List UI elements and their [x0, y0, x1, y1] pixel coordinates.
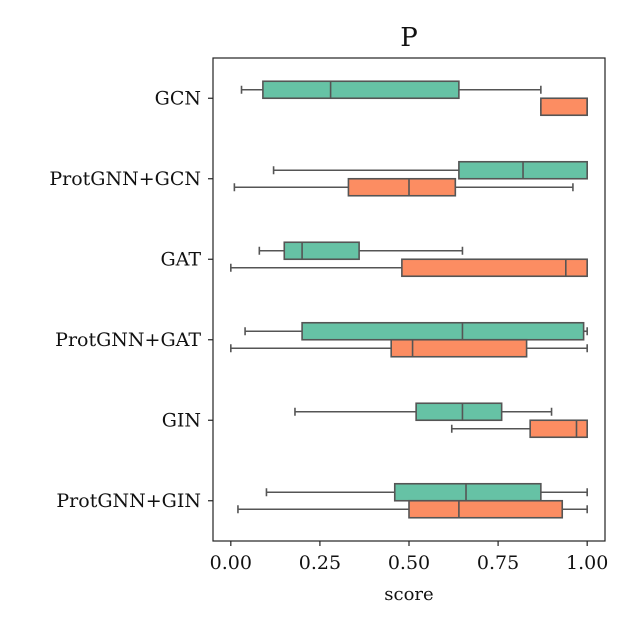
x-tick-label: 0.50	[388, 552, 430, 574]
plot-area	[230, 80, 588, 519]
iqr-box	[540, 97, 588, 117]
iqr-box	[415, 402, 503, 422]
iqr-box	[283, 241, 360, 261]
x-tick-label: 0.25	[299, 552, 341, 574]
y-axis-categories: GCN ProtGNN+GCN GAT ProtGNN+GAT GIN ProtGNN+G…	[49, 87, 213, 512]
x-axis: 0.00 0.25 0.50 0.75 1.00	[210, 541, 608, 574]
iqr-box	[262, 80, 460, 100]
iqr-box	[390, 338, 528, 358]
box-series-2-4	[450, 419, 588, 439]
box-series-1-4	[294, 402, 553, 422]
y-tick-label: ProtGNN+GCN	[49, 168, 201, 190]
iqr-box	[529, 419, 588, 439]
y-tick-label: GAT	[160, 248, 201, 270]
y-tick-label: GCN	[155, 87, 201, 109]
box-series-2-5	[237, 499, 588, 519]
y-tick-label: ProtGNN+GIN	[56, 490, 201, 512]
iqr-box	[401, 258, 588, 278]
x-axis-label: score	[384, 584, 433, 605]
box-series-2-1	[233, 177, 574, 197]
plot-frame	[212, 57, 606, 542]
x-tick-label: 1.00	[566, 552, 608, 574]
iqr-box	[347, 177, 457, 197]
box-series-1-1	[272, 160, 588, 180]
box-series-1-0	[240, 80, 542, 100]
box-series-2-0	[540, 97, 588, 117]
iqr-box	[408, 499, 564, 519]
iqr-box	[393, 482, 542, 502]
box-series-2-2	[230, 258, 588, 278]
box-series-1-5	[265, 482, 588, 502]
box-series-2-3	[230, 338, 588, 358]
iqr-box	[301, 321, 585, 341]
x-tick-label: 0.00	[210, 552, 252, 574]
chart-title: P	[400, 23, 418, 53]
y-tick-label: GIN	[162, 409, 201, 431]
y-tick-label: ProtGNN+GAT	[55, 329, 201, 351]
box-series-1-3	[244, 321, 588, 341]
x-tick-label: 0.75	[477, 552, 519, 574]
box-series-1-2	[258, 241, 464, 261]
